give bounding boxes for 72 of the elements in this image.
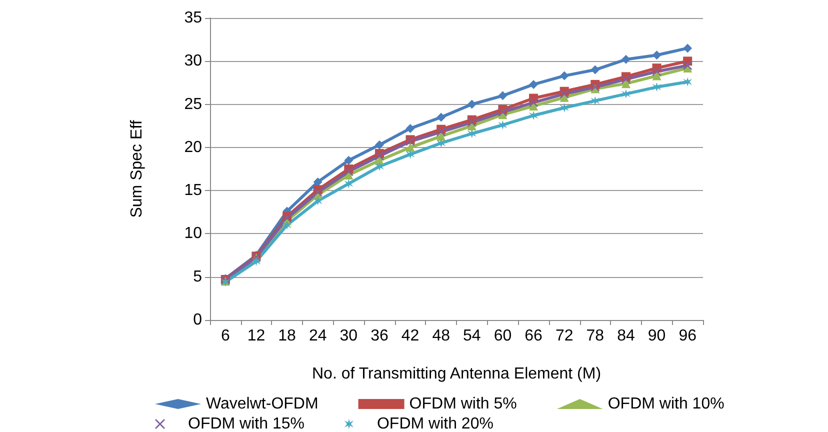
x-tick-label: 12 bbox=[247, 328, 266, 344]
x-tick-label: 96 bbox=[678, 328, 697, 344]
point bbox=[652, 82, 662, 92]
x-tick-label: 72 bbox=[555, 328, 574, 344]
x-axis-title: No. of Transmitting Antenna Element (M) bbox=[312, 366, 602, 382]
legend-label: OFDM with 5% bbox=[409, 396, 517, 412]
x-tick-label: 18 bbox=[278, 328, 296, 344]
legend-label: Wavelwt-OFDM bbox=[206, 396, 318, 412]
point bbox=[406, 150, 415, 159]
point bbox=[344, 170, 354, 180]
point bbox=[560, 89, 569, 98]
y-tick-label: 20 bbox=[184, 138, 202, 156]
point bbox=[406, 124, 415, 133]
x-tick-label: 30 bbox=[340, 328, 358, 344]
point bbox=[344, 167, 354, 176]
x-tick-label: 6 bbox=[220, 328, 230, 344]
x-tick-label: 42 bbox=[401, 328, 420, 344]
x-tick-label: 78 bbox=[586, 328, 604, 344]
point bbox=[282, 220, 292, 230]
point bbox=[467, 118, 476, 127]
y-tick-label: 30 bbox=[184, 52, 202, 70]
point bbox=[529, 80, 538, 89]
legend-label: OFDM with 15% bbox=[188, 416, 304, 432]
point bbox=[436, 127, 446, 136]
x-tick-label: 54 bbox=[463, 328, 481, 344]
point bbox=[436, 138, 446, 148]
point bbox=[621, 89, 630, 98]
point bbox=[683, 44, 692, 53]
point bbox=[529, 111, 538, 120]
x-tick-label: 60 bbox=[494, 328, 512, 344]
point bbox=[467, 100, 476, 109]
y-tick-label: 35 bbox=[184, 10, 202, 26]
point bbox=[436, 112, 446, 122]
legend-label: OFDM with 10% bbox=[608, 396, 724, 412]
y-tick-label: 25 bbox=[184, 96, 202, 113]
point bbox=[252, 256, 261, 266]
point bbox=[374, 162, 384, 171]
x-tick-label: 90 bbox=[648, 328, 666, 344]
x-tick-label: 36 bbox=[370, 328, 388, 344]
point bbox=[652, 50, 662, 60]
y-tick-label: 5 bbox=[193, 268, 202, 286]
point bbox=[683, 60, 692, 70]
point bbox=[344, 156, 354, 165]
y-tick-label: 0 bbox=[193, 312, 202, 328]
point bbox=[652, 66, 662, 76]
x-tick-label: 84 bbox=[617, 328, 635, 344]
point bbox=[590, 96, 600, 106]
point bbox=[621, 54, 630, 64]
point bbox=[683, 77, 692, 86]
point bbox=[560, 71, 569, 80]
point bbox=[498, 120, 508, 130]
point bbox=[344, 179, 354, 188]
point bbox=[313, 188, 322, 197]
y-axis-title: Sum Spec Eff bbox=[128, 120, 146, 218]
x-tick-label: 24 bbox=[308, 328, 327, 344]
point bbox=[406, 142, 415, 152]
point bbox=[467, 129, 476, 138]
point bbox=[652, 71, 662, 80]
y-tick-label: 15 bbox=[184, 182, 202, 200]
point bbox=[498, 91, 508, 100]
point bbox=[621, 74, 630, 84]
y-tick-label: 10 bbox=[184, 225, 202, 242]
point bbox=[313, 196, 322, 206]
legend-label: OFDM with 20% bbox=[376, 416, 494, 432]
point bbox=[621, 79, 630, 88]
point bbox=[374, 140, 384, 150]
point bbox=[313, 177, 322, 186]
x-tick-label: 66 bbox=[524, 328, 543, 344]
x-tick-label: 48 bbox=[432, 328, 450, 344]
point bbox=[590, 65, 600, 74]
point bbox=[560, 103, 569, 112]
point bbox=[498, 108, 508, 117]
